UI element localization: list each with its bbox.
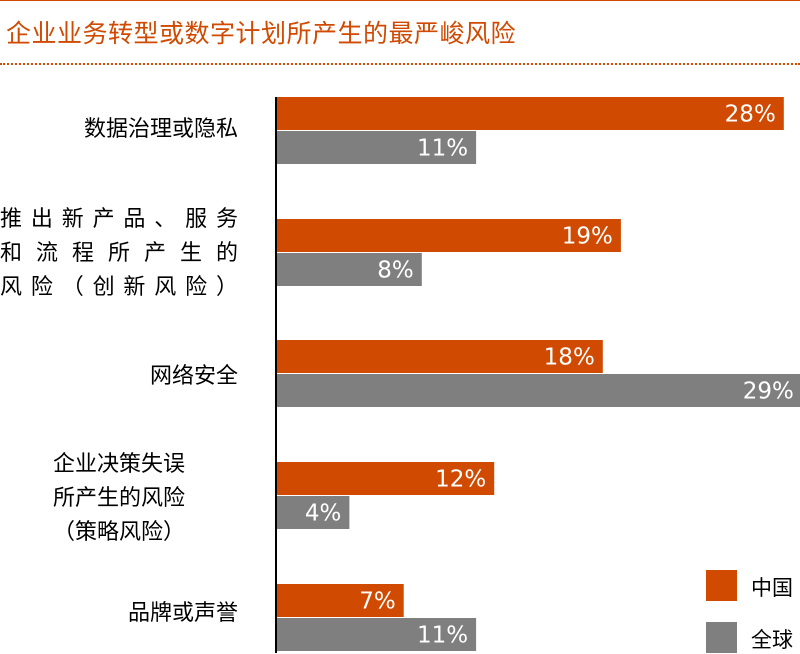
category-label-3-line-0: 企业决策失误 <box>52 452 185 477</box>
data-label-china-1: 19% <box>562 224 613 250</box>
data-label-global-3: 4% <box>305 501 342 527</box>
data-label-china-2: 18% <box>544 345 595 371</box>
legend-label-china: 中国 <box>751 576 793 600</box>
category-label-1: 推出新产品、服务 和流程所产生的 风险（创新风险） <box>0 203 238 305</box>
title-divider <box>0 63 800 65</box>
category-label-1-line-0: 推出新产品、服务 <box>0 207 238 232</box>
category-label-0: 数据治理或隐私 <box>0 113 238 147</box>
bar-china-1 <box>277 219 621 252</box>
category-label-4: 品牌或声誉 <box>0 597 238 631</box>
category-label-3-line-2: （策略风险） <box>52 520 185 545</box>
data-label-china-4: 7% <box>359 589 396 615</box>
legend-swatch-china <box>706 570 737 601</box>
data-label-china-0: 28% <box>725 102 776 128</box>
legend-label-global: 全球 <box>751 628 793 652</box>
bar-china-4 <box>277 584 404 617</box>
category-label-3: 企业决策失误 所产生的风险 （策略风险） <box>0 448 238 550</box>
data-label-global-0: 11% <box>417 136 468 162</box>
bar-china-2 <box>277 340 603 373</box>
data-label-global-2: 29% <box>743 379 794 405</box>
bar-china-3 <box>277 462 495 495</box>
category-axis <box>275 97 277 653</box>
category-label-1-line-1: 和流程所产生的 <box>0 241 238 266</box>
category-label-4-line-0: 品牌或声誉 <box>127 601 238 626</box>
category-label-0-line-0: 数据治理或隐私 <box>83 117 238 142</box>
category-label-2: 网络安全 <box>0 360 238 394</box>
legend-swatch-global <box>706 622 737 653</box>
bar-global-0 <box>277 131 477 164</box>
category-label-1-line-2: 风险（创新风险） <box>0 275 238 300</box>
chart-title: 企业业务转型或数字计划所产生的最严峻风险 <box>6 19 517 48</box>
data-label-china-3: 12% <box>435 467 486 493</box>
top-rule <box>0 0 800 1</box>
bar-global-4 <box>277 618 477 651</box>
bar-global-3 <box>277 496 350 529</box>
category-label-3-line-1: 所产生的风险 <box>52 486 185 511</box>
bar-global-2 <box>277 374 800 407</box>
bar-china-0 <box>277 97 784 130</box>
data-label-global-1: 8% <box>377 258 414 284</box>
category-label-2-line-0: 网络安全 <box>149 364 238 389</box>
data-label-global-4: 11% <box>417 623 468 649</box>
bar-global-1 <box>277 253 422 286</box>
